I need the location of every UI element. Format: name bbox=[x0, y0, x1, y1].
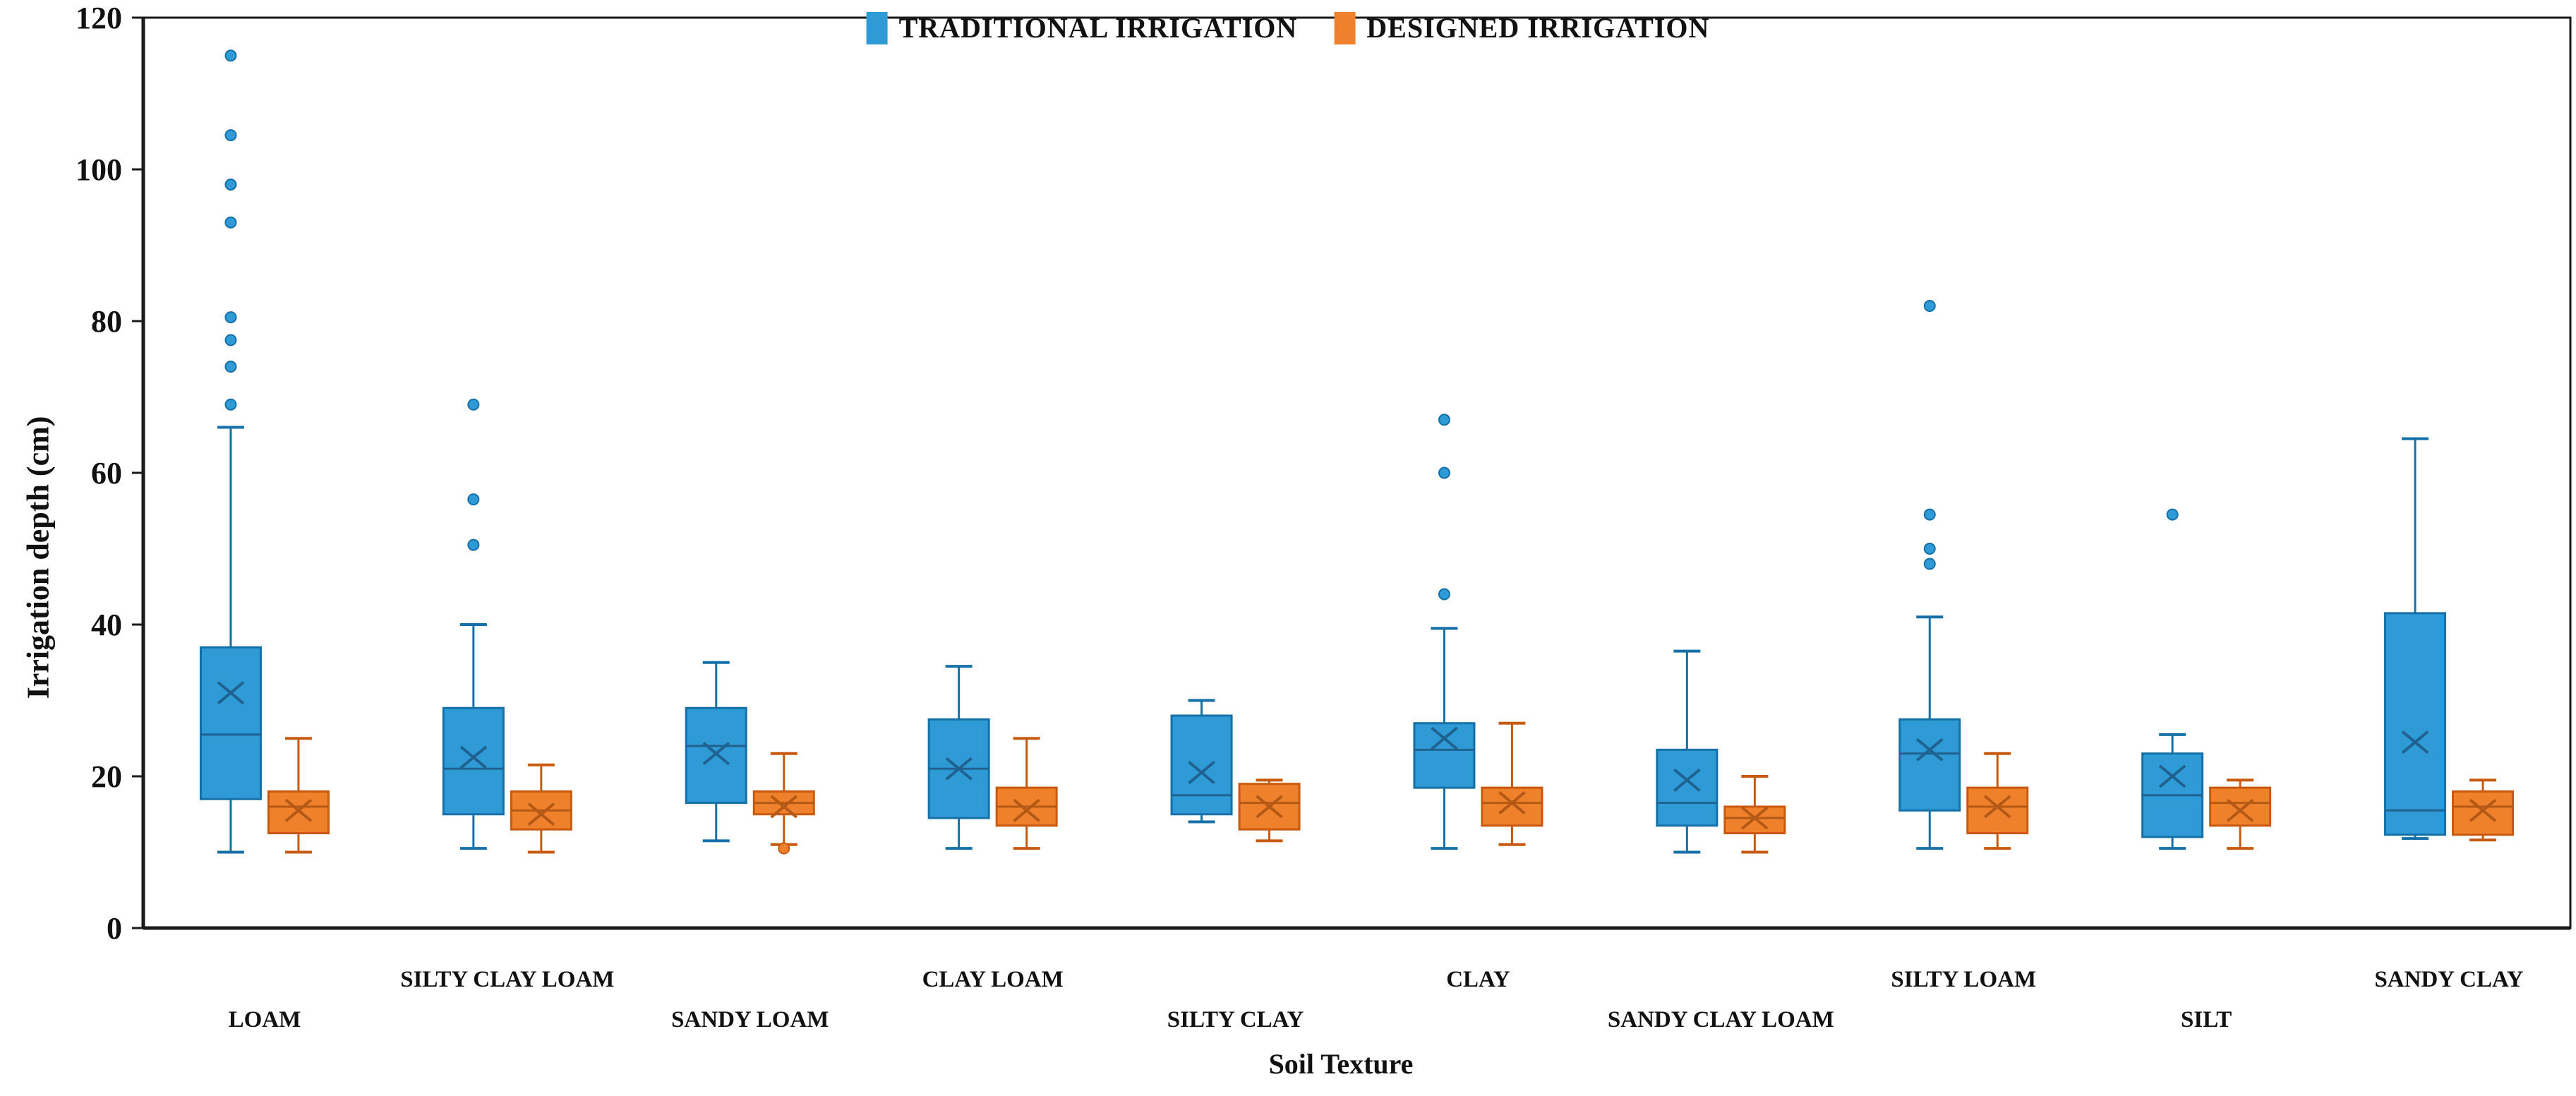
box-traditional-clay bbox=[1413, 722, 1476, 789]
mean-x-icon-traditional-silty-loam bbox=[1915, 737, 1944, 761]
outlier-dot-traditional-silty-loam bbox=[1923, 300, 1936, 312]
outlier-dot-traditional-silty-loam bbox=[1923, 508, 1936, 521]
mean-x-icon-traditional-loam bbox=[217, 681, 245, 705]
outlier-dot-traditional-silty-loam bbox=[1923, 543, 1936, 555]
x-category-label-sandy-loam: SANDY LOAM bbox=[671, 1007, 829, 1032]
outlier-dot-traditional-loam bbox=[224, 129, 237, 142]
plot-frame bbox=[142, 16, 2572, 929]
outlier-dot-traditional-loam bbox=[224, 334, 237, 347]
y-tick-label: 0 bbox=[107, 911, 122, 946]
mean-x-icon-traditional-clay bbox=[1431, 726, 1458, 750]
outlier-dot-traditional-silty-loam bbox=[1923, 558, 1936, 570]
x-category-label-sandy-clay: SANDY CLAY bbox=[2374, 967, 2523, 992]
x-category-label-silty-clay-loam: SILTY CLAY LOAM bbox=[400, 967, 614, 992]
y-tick-label: 60 bbox=[91, 456, 122, 490]
outlier-dot-traditional-clay bbox=[1438, 588, 1450, 601]
outlier-dot-traditional-clay bbox=[1438, 466, 1450, 479]
x-category-label-silty-clay: SILTY CLAY bbox=[1167, 1007, 1304, 1032]
x-category-label-sandy-clay-loam: SANDY CLAY LOAM bbox=[1608, 1007, 1834, 1032]
y-axis-title: Irrigation depth (cm) bbox=[20, 416, 56, 699]
outlier-dot-traditional-loam bbox=[224, 179, 237, 191]
x-category-label-loam: LOAM bbox=[229, 1007, 301, 1032]
mean-x-icon-designed-sandy-loam bbox=[770, 795, 798, 819]
box-traditional-silty-loam bbox=[1898, 718, 1961, 812]
outlier-dot-traditional-loam bbox=[224, 361, 237, 373]
x-category-label-silty-loam: SILTY LOAM bbox=[1891, 967, 2036, 992]
outlier-dot-designed-sandy-loam bbox=[778, 842, 790, 855]
y-tick-label: 100 bbox=[76, 152, 122, 187]
mean-x-icon-traditional-silty-clay bbox=[1188, 761, 1215, 785]
y-tick-label: 80 bbox=[91, 304, 122, 339]
mean-x-icon-traditional-clay-loam bbox=[945, 757, 973, 781]
box-designed-sandy-clay bbox=[2452, 790, 2515, 836]
legend-item-designed: DESIGNED IRRIGATION bbox=[1334, 11, 1709, 44]
mean-x-icon-designed-sandy-clay bbox=[2469, 798, 2497, 822]
box-designed-loam bbox=[267, 790, 330, 835]
box-traditional-silty-clay-loam bbox=[442, 706, 505, 816]
traditional-swatch-icon bbox=[866, 11, 888, 44]
mean-x-icon-designed-clay-loam bbox=[1013, 798, 1040, 822]
box-designed-silt bbox=[2209, 786, 2272, 827]
outlier-dot-traditional-loam bbox=[224, 311, 237, 324]
legend: TRADITIONAL IRRIGATION DESIGNED IRRIGATI… bbox=[866, 11, 1710, 44]
x-axis-title: Soil Texture bbox=[1268, 1048, 1414, 1080]
y-tick-label: 120 bbox=[76, 1, 122, 35]
mean-x-icon-designed-silty-loam bbox=[1983, 795, 2011, 819]
mean-x-icon-designed-clay bbox=[1498, 791, 1526, 815]
box-traditional-sandy-clay-loam bbox=[1656, 748, 1719, 827]
y-tick-label: 20 bbox=[91, 759, 122, 794]
legend-item-traditional: TRADITIONAL IRRIGATION bbox=[866, 11, 1298, 44]
box-traditional-sandy-clay bbox=[2384, 612, 2447, 836]
mean-x-icon-traditional-silt bbox=[2158, 764, 2186, 788]
box-designed-sandy-clay-loam bbox=[1723, 805, 1786, 835]
outlier-dot-traditional-silt bbox=[2166, 508, 2179, 521]
outlier-dot-traditional-silty-clay-loam bbox=[467, 538, 480, 551]
mean-x-icon-traditional-silty-clay-loam bbox=[459, 745, 488, 769]
box-designed-clay bbox=[1481, 786, 1543, 827]
mean-x-icon-designed-loam bbox=[284, 798, 313, 822]
outlier-dot-traditional-clay bbox=[1438, 414, 1450, 426]
outlier-dot-traditional-silty-clay-loam bbox=[467, 493, 480, 506]
y-tick-label: 40 bbox=[91, 608, 122, 642]
x-category-label-silt: SILT bbox=[2181, 1007, 2232, 1032]
x-category-label-clay: CLAY bbox=[1446, 967, 1510, 992]
x-category-label-clay-loam: CLAY LOAM bbox=[922, 967, 1064, 992]
mean-x-icon-traditional-sandy-loam bbox=[702, 742, 730, 766]
mean-x-icon-designed-silty-clay-loam bbox=[527, 802, 555, 826]
box-designed-silty-loam bbox=[1966, 786, 2029, 835]
box-traditional-sandy-loam bbox=[685, 706, 747, 805]
mean-x-icon-designed-silty-clay bbox=[1256, 795, 1283, 819]
mean-x-icon-traditional-sandy-clay bbox=[2401, 730, 2429, 754]
outlier-dot-traditional-loam bbox=[224, 398, 237, 411]
outlier-dot-traditional-loam bbox=[224, 216, 237, 229]
mean-x-icon-designed-silt bbox=[2226, 798, 2254, 822]
designed-swatch-icon bbox=[1334, 11, 1356, 44]
outlier-dot-traditional-loam bbox=[224, 49, 237, 62]
outlier-dot-traditional-silty-clay-loam bbox=[467, 398, 480, 411]
mean-x-icon-traditional-sandy-clay-loam bbox=[1673, 768, 1701, 792]
legend-label-traditional: TRADITIONAL IRRIGATION bbox=[898, 12, 1298, 44]
box-traditional-silty-clay bbox=[1170, 714, 1233, 816]
legend-label-designed: DESIGNED IRRIGATION bbox=[1366, 12, 1710, 44]
box-traditional-loam bbox=[199, 646, 262, 800]
mean-x-icon-designed-sandy-clay-loam bbox=[1741, 806, 1769, 830]
